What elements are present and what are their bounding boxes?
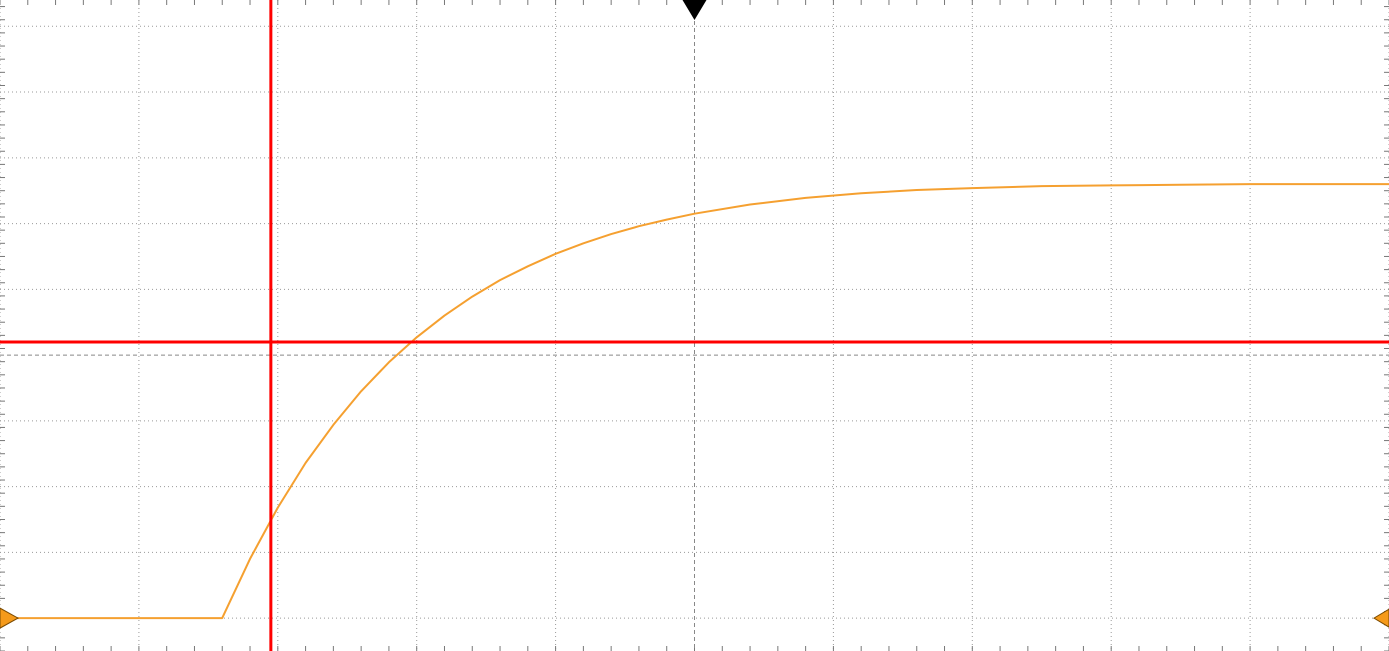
- waveform-trace: [0, 183, 1389, 620]
- channel-level-marker-right[interactable]: [1373, 608, 1389, 628]
- marker-layer[interactable]: [0, 0, 1389, 629]
- trigger-position-marker[interactable]: [682, 0, 707, 20]
- channel-level-marker-left[interactable]: [0, 607, 20, 629]
- trace-layer: [0, 183, 1389, 620]
